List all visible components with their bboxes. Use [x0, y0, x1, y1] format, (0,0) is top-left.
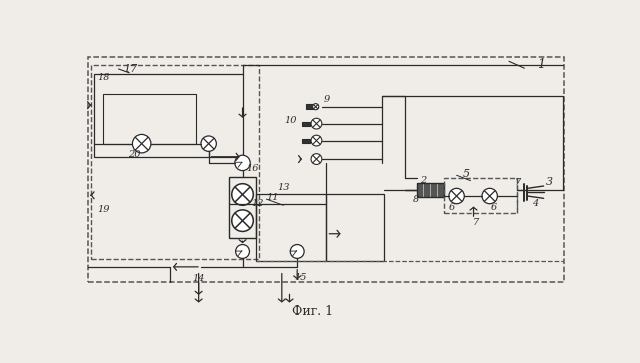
Bar: [417, 183, 444, 197]
Text: 7: 7: [515, 178, 522, 187]
Circle shape: [236, 245, 250, 258]
Text: 17: 17: [123, 64, 137, 74]
Bar: [326, 194, 384, 261]
Bar: [307, 105, 312, 109]
Text: Фиг. 1: Фиг. 1: [292, 305, 333, 318]
Bar: [88, 57, 564, 282]
Bar: [302, 139, 310, 143]
Bar: [302, 122, 310, 126]
Text: 18: 18: [97, 73, 109, 82]
Text: 14: 14: [193, 274, 205, 283]
Text: 16: 16: [246, 164, 259, 173]
Bar: [230, 177, 255, 238]
Circle shape: [482, 188, 497, 204]
Circle shape: [449, 188, 464, 204]
Bar: [444, 178, 516, 213]
Bar: [255, 194, 326, 261]
Text: 11: 11: [266, 193, 279, 202]
Circle shape: [201, 136, 216, 151]
Circle shape: [235, 155, 250, 171]
Text: 7: 7: [473, 219, 479, 228]
Bar: [94, 74, 243, 157]
Text: 10: 10: [285, 116, 298, 125]
Text: 2: 2: [420, 176, 426, 185]
Text: 4: 4: [532, 199, 538, 208]
Text: 3: 3: [545, 177, 552, 187]
Text: 9: 9: [324, 95, 330, 104]
Text: 8: 8: [413, 195, 419, 204]
Text: 6: 6: [491, 203, 497, 212]
Circle shape: [311, 118, 322, 129]
Text: 1: 1: [538, 58, 545, 71]
Circle shape: [232, 184, 253, 205]
Circle shape: [311, 154, 322, 164]
Text: 19: 19: [97, 205, 109, 213]
Bar: [91, 65, 259, 259]
Text: 13: 13: [277, 183, 289, 192]
Circle shape: [132, 134, 151, 153]
Text: 20: 20: [128, 150, 140, 159]
Circle shape: [291, 245, 304, 258]
Circle shape: [311, 135, 322, 146]
Text: 12: 12: [251, 199, 264, 208]
Circle shape: [312, 103, 319, 110]
Bar: [103, 94, 196, 144]
Circle shape: [232, 210, 253, 232]
Text: 6: 6: [449, 203, 455, 212]
Text: 5: 5: [463, 170, 470, 179]
Text: 15: 15: [295, 273, 307, 282]
